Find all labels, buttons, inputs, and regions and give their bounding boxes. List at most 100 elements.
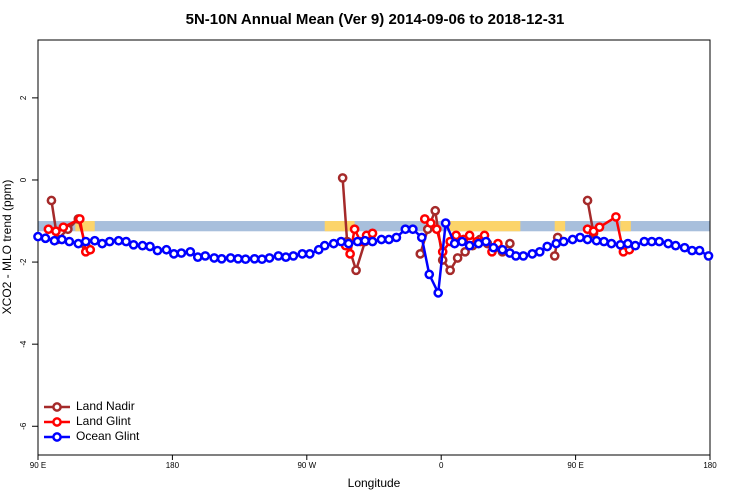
data-point (400, 224, 411, 235)
data-point (57, 234, 67, 245)
data-point (352, 236, 363, 247)
data-point (384, 234, 394, 245)
data-point (185, 246, 196, 257)
data-point (558, 236, 569, 247)
data-point (630, 240, 641, 251)
data-point (407, 224, 418, 235)
data-point (464, 240, 475, 251)
data-point (451, 230, 461, 241)
x-axis-label: Longitude (348, 476, 401, 490)
data-point (351, 265, 361, 276)
data-point (497, 244, 508, 255)
data-point (534, 246, 545, 257)
data-point (473, 238, 484, 249)
data-point (336, 236, 346, 247)
data-point (549, 251, 560, 261)
data-point (349, 224, 360, 235)
highlight-range (75, 221, 95, 232)
data-point (233, 253, 243, 264)
data-point (73, 238, 84, 249)
data-point (58, 222, 69, 233)
data-point (663, 238, 674, 249)
x-tick-label: 90 E (567, 461, 583, 470)
data-point (591, 235, 602, 246)
y-tick-label: -6 (19, 422, 28, 430)
data-point (440, 218, 451, 228)
plot-frame (37, 39, 711, 456)
data-point (670, 240, 681, 251)
y-axis-label: XCO2 - MLO trend (ppm) (0, 180, 14, 315)
data-point (367, 228, 378, 239)
y-tick-label: 0 (19, 177, 28, 182)
data-point (567, 234, 578, 245)
data-point (113, 235, 124, 246)
chart-title: 5N-10N Annual Mean (Ver 9) 2014-09-06 to… (186, 11, 565, 28)
data-point (288, 251, 299, 261)
data-point (152, 245, 163, 256)
data-point (64, 236, 75, 247)
data-point (97, 238, 108, 249)
y-tick-label: -2 (19, 258, 28, 266)
legend-label: Land Nadir (76, 399, 135, 413)
data-point (281, 252, 291, 262)
data-point (703, 251, 714, 261)
data-point (319, 240, 330, 251)
data-point (606, 238, 617, 249)
data-point (304, 249, 315, 259)
data-point (367, 236, 378, 247)
data-point (599, 236, 609, 247)
data-point (654, 236, 665, 247)
data-point (337, 173, 348, 183)
data-point (85, 244, 96, 255)
data-point (646, 236, 657, 247)
data-point (169, 249, 179, 259)
data-point (542, 241, 553, 252)
y-tick-label: -4 (19, 340, 28, 348)
series (33, 218, 714, 298)
data-point (431, 224, 442, 235)
data-point (121, 236, 131, 247)
data-point (128, 239, 139, 250)
y-tick-label: 2 (19, 95, 28, 100)
data-point (40, 233, 51, 244)
data-point (209, 253, 220, 263)
x-tick-label: 90 W (297, 461, 316, 470)
data-point (582, 195, 593, 206)
series-line (48, 214, 630, 258)
data-point (343, 238, 354, 249)
legend-label: Land Glint (76, 414, 131, 428)
data-point (679, 242, 690, 253)
data-point (33, 231, 43, 242)
data-point (425, 218, 436, 228)
data-point (582, 234, 593, 245)
data-point (424, 269, 435, 280)
data-point (488, 242, 499, 253)
data-point (225, 253, 236, 263)
data-point (452, 253, 463, 263)
data-point (615, 239, 626, 250)
data-point (527, 249, 538, 259)
x-tick-label: 180 (703, 461, 717, 470)
data-point (240, 254, 251, 265)
data-point (460, 246, 470, 257)
data-point (464, 230, 475, 241)
data-point (376, 234, 387, 245)
highlight-range (554, 221, 566, 232)
data-point (145, 241, 155, 252)
data-point (611, 212, 621, 222)
x-tick-label: 180 (166, 461, 180, 470)
data-point (89, 235, 100, 246)
highlight-range (324, 221, 355, 232)
data-point (687, 245, 697, 256)
data-point (257, 254, 267, 265)
data-point (51, 226, 61, 237)
data-point (345, 249, 355, 259)
data-point (74, 214, 85, 224)
x-tick-label: 0 (439, 461, 444, 470)
reference-band (38, 221, 710, 232)
data-point (297, 249, 308, 259)
data-point (694, 245, 705, 256)
data-point (416, 232, 427, 243)
data-point (639, 236, 650, 247)
data-point (481, 236, 491, 247)
